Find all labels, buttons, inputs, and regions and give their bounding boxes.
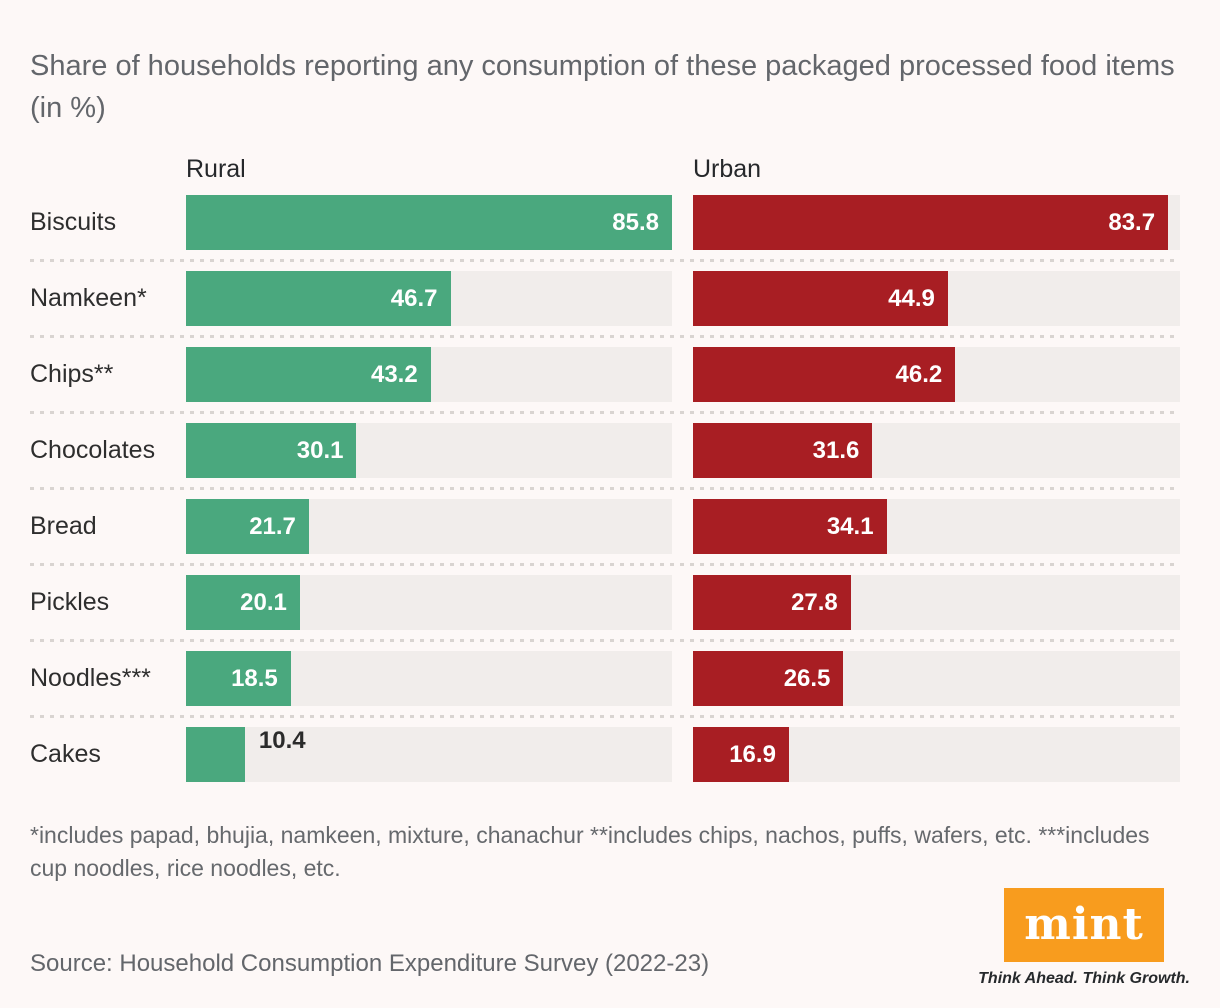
urban-bar-track: 44.9 xyxy=(693,271,1180,326)
rural-bar-track: 30.1 xyxy=(186,423,672,478)
rural-bar: 20.1 xyxy=(186,575,300,630)
urban-bar-track: 83.7 xyxy=(693,195,1180,250)
category-label: Chocolates xyxy=(30,436,156,464)
row-separator xyxy=(30,411,1180,414)
brand-tagline: Think Ahead. Think Growth. xyxy=(978,970,1190,987)
bar-value-label: 20.1 xyxy=(240,588,287,616)
urban-bar: 83.7 xyxy=(693,195,1169,250)
rural-bar: 85.8 xyxy=(186,195,672,250)
category-label: Biscuits xyxy=(30,208,117,236)
rural-bar: 21.7 xyxy=(186,499,309,554)
urban-bar: 16.9 xyxy=(693,727,789,782)
urban-bar: 31.6 xyxy=(693,423,873,478)
row-separator xyxy=(30,259,1180,262)
rural-bar: 18.5 xyxy=(186,651,291,706)
rural-bar-track: 10.4 xyxy=(186,727,672,782)
bar-value-label: 85.8 xyxy=(612,208,659,236)
urban-bar: 34.1 xyxy=(693,499,887,554)
urban-bar-track: 26.5 xyxy=(693,651,1180,706)
rural-bar-track: 20.1 xyxy=(186,575,672,630)
category-label: Chips** xyxy=(30,360,114,388)
rural-bar: 46.7 xyxy=(186,271,451,326)
category-label: Noodles*** xyxy=(30,664,151,692)
row-separator xyxy=(30,335,1180,338)
table-row: Bread 21.7 34.1 xyxy=(30,499,1180,554)
bar-value-label: 16.9 xyxy=(729,740,776,768)
bar-value-label: 26.5 xyxy=(783,664,831,692)
footer: Source: Household Consumption Expenditur… xyxy=(30,888,1190,988)
table-row: Pickles 20.1 27.8 xyxy=(30,575,1180,630)
bar-value-label: 46.7 xyxy=(390,284,438,312)
category-label: Cakes xyxy=(30,740,101,768)
rural-bar: 43.2 xyxy=(186,347,431,402)
branding: mint Think Ahead. Think Growth. xyxy=(978,888,1190,988)
rural-bar xyxy=(186,727,245,782)
urban-bar: 44.9 xyxy=(693,271,948,326)
rural-bar-track: 46.7 xyxy=(186,271,672,326)
bar-value-label: 10.4 xyxy=(258,727,306,754)
table-row: Cakes 10.4 16.9 xyxy=(30,727,1180,782)
urban-bar: 26.5 xyxy=(693,651,844,706)
table-row: Chocolates 30.1 31.6 xyxy=(30,423,1180,478)
source-credit: Source: Household Consumption Expenditur… xyxy=(30,950,710,977)
bar-value-label: 44.9 xyxy=(888,284,935,312)
bar-value-label: 46.2 xyxy=(895,360,943,388)
row-separator xyxy=(30,487,1180,490)
urban-bar-track: 34.1 xyxy=(693,499,1180,554)
urban-bar-track: 46.2 xyxy=(693,347,1180,402)
category-label: Bread xyxy=(30,512,97,540)
table-row: Noodles*** 18.5 26.5 xyxy=(30,651,1180,706)
category-label: Pickles xyxy=(30,588,110,616)
bar-value-label: 21.7 xyxy=(249,512,296,540)
table-row: Namkeen* 46.7 44.9 xyxy=(30,271,1180,326)
bar-value-label: 18.5 xyxy=(231,664,278,692)
urban-bar-track: 31.6 xyxy=(693,423,1180,478)
row-separator xyxy=(30,715,1180,718)
urban-bar: 27.8 xyxy=(693,575,851,630)
rural-bar-track: 43.2 xyxy=(186,347,672,402)
row-separator xyxy=(30,563,1180,566)
bar-value-label: 34.1 xyxy=(826,512,874,540)
bar-value-label: 27.8 xyxy=(791,588,838,616)
rural-bar: 30.1 xyxy=(186,423,357,478)
rural-column-header: Rural xyxy=(186,155,246,183)
urban-column-header: Urban xyxy=(693,155,762,183)
rural-bar-track: 85.8 xyxy=(186,195,672,250)
bar-value-label: 31.6 xyxy=(812,436,860,464)
bar-value-label: 30.1 xyxy=(296,436,344,464)
table-row: Chips** 43.2 46.2 xyxy=(30,347,1180,402)
chart-title: Share of households reporting any consum… xyxy=(30,50,1175,124)
label-column-spacer xyxy=(30,155,165,184)
bar-value-label: 43.2 xyxy=(370,360,418,388)
mint-logo-text: mint xyxy=(1024,899,1144,950)
footnote: *includes papad, bhujia, namkeen, mixtur… xyxy=(30,822,1150,881)
rural-bar-track: 21.7 xyxy=(186,499,672,554)
urban-bar-track: 16.9 xyxy=(693,727,1180,782)
row-separator xyxy=(30,639,1180,642)
urban-bar-track: 27.8 xyxy=(693,575,1180,630)
rural-bar-track: 18.5 xyxy=(186,651,672,706)
bar-chart: Biscuits 85.8 83.7 Namkeen* 46.7 44.9 Chips** 4… xyxy=(30,195,1180,782)
mint-logo: mint xyxy=(1004,888,1165,962)
column-headers: Rural Urban xyxy=(30,155,1180,184)
bar-value-label: 83.7 xyxy=(1108,208,1156,236)
urban-bar: 46.2 xyxy=(693,347,956,402)
table-row: Biscuits 85.8 83.7 xyxy=(30,195,1180,250)
category-label: Namkeen* xyxy=(30,284,147,312)
